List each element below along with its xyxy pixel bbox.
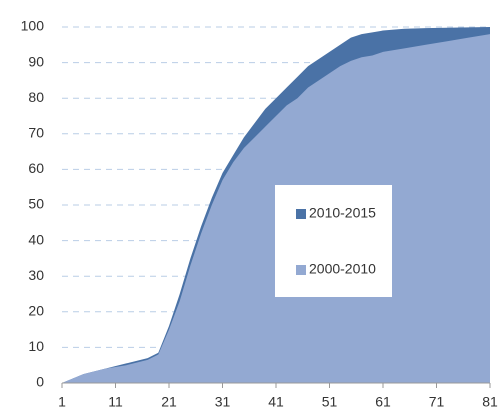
y-tick-label: 30 xyxy=(28,267,44,283)
x-tick-label: 21 xyxy=(161,394,177,410)
y-tick-label: 50 xyxy=(28,196,44,212)
legend xyxy=(275,185,392,297)
x-tick-label: 61 xyxy=(375,394,391,410)
x-tick-label: 31 xyxy=(215,394,231,410)
y-tick-label: 70 xyxy=(28,125,44,141)
y-tick-label: 0 xyxy=(36,374,44,390)
y-tick-label: 60 xyxy=(28,160,44,176)
x-tick-label: 11 xyxy=(108,394,123,410)
legend-swatch xyxy=(296,209,306,219)
legend-label: 2010-2015 xyxy=(309,205,376,221)
legend-swatch xyxy=(296,265,306,275)
x-tick-label: 71 xyxy=(429,394,445,410)
y-tick-label: 20 xyxy=(28,303,44,319)
legend-label: 2000-2010 xyxy=(309,261,376,277)
y-tick-label: 40 xyxy=(28,231,44,247)
y-tick-label: 80 xyxy=(28,89,44,105)
x-tick-label: 1 xyxy=(58,394,66,410)
x-tick-label: 41 xyxy=(268,394,284,410)
x-tick-label: 81 xyxy=(482,394,498,410)
x-tick-label: 51 xyxy=(322,394,338,410)
y-tick-label: 10 xyxy=(28,338,44,354)
y-tick-label: 100 xyxy=(21,18,45,34)
y-tick-label: 90 xyxy=(28,53,44,69)
